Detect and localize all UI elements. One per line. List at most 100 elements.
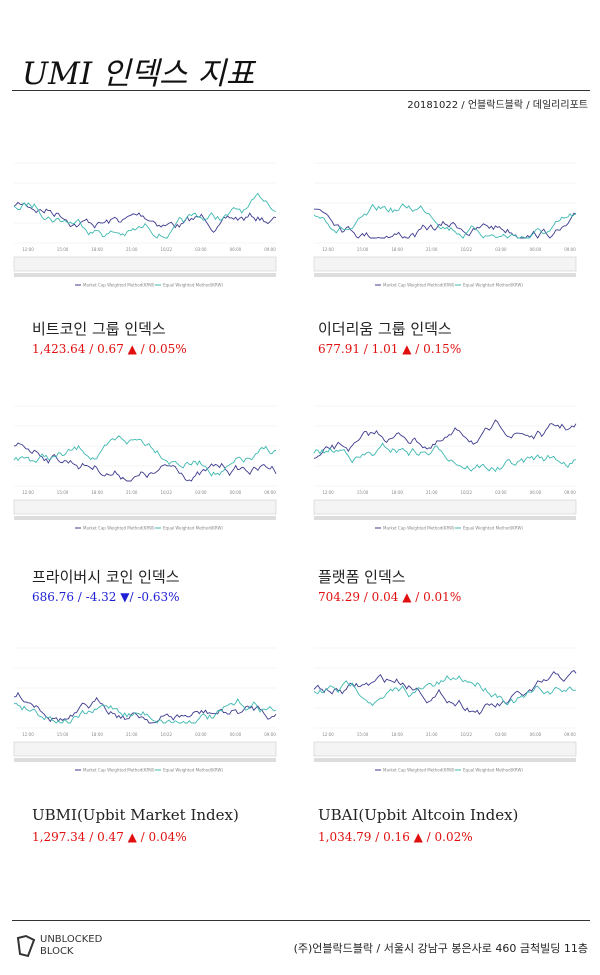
x-tick-label: 09:00 xyxy=(564,732,576,737)
scrollbar xyxy=(14,758,276,762)
decorative-line xyxy=(313,670,577,715)
logo-bottom: BLOCK xyxy=(40,946,74,957)
panel-title: UBMI(Upbit Market Index) xyxy=(32,806,239,824)
x-tick-label: 10/22 xyxy=(461,732,473,737)
x-tick-label: 18:00 xyxy=(391,490,403,495)
meta: 20181022 / 언블락드블락 / 데일리리포트 xyxy=(407,100,588,111)
x-tick-label: 03:00 xyxy=(195,247,207,252)
panel-title: UBAI(Upbit Altcoin Index) xyxy=(318,806,519,824)
chart-thumbnail: 12:00 15:00 18:00 21:00 10/22 03:00 06:00 09:00… xyxy=(13,162,277,288)
legend-label: Equal Weighted Method(KRW) xyxy=(163,283,223,288)
x-tick-label: 21:00 xyxy=(426,247,438,252)
rule xyxy=(12,920,590,921)
panel-stats: 677.91 / 1.01 ▲ / 0.15% xyxy=(318,342,462,356)
panel-stats: 1,034.79 / 0.16 ▲ / 0.02% xyxy=(318,830,473,844)
legend-label: Equal Weighted Method(KRW) xyxy=(463,768,523,773)
logo-text: UNBLOCKED BLOCK xyxy=(40,934,102,958)
x-tick-label: 09:00 xyxy=(264,732,276,737)
address: (주)언블락드블락 / 서울시 강남구 봉은사로 460 금척빌딩 11층 xyxy=(293,942,588,955)
x-tick-label: 10/22 xyxy=(461,490,473,495)
x-tick-label: 15:00 xyxy=(357,490,369,495)
navigator xyxy=(313,741,577,757)
panel-stats: 704.29 / 0.04 ▲ / 0.01% xyxy=(318,590,462,604)
x-tick-label: 12:00 xyxy=(22,732,34,737)
x-tick-label: 21:00 xyxy=(426,732,438,737)
chart-thumbnail: 12:00 15:00 18:00 21:00 10/22 03:00 06:00 09:00… xyxy=(313,162,577,288)
x-tick-label: 03:00 xyxy=(495,490,507,495)
x-tick-label: 03:00 xyxy=(195,732,207,737)
x-tick-label: 06:00 xyxy=(230,490,242,495)
x-tick-label: 10/22 xyxy=(461,247,473,252)
x-tick-label: 09:00 xyxy=(264,490,276,495)
decorative-line xyxy=(13,442,277,482)
decorative-line xyxy=(13,691,277,724)
x-tick-label: 06:00 xyxy=(530,247,542,252)
x-tick-label: 10/22 xyxy=(161,732,173,737)
x-tick-label: 10/22 xyxy=(161,490,173,495)
panel-title: 비트코인 그룹 인덱스 xyxy=(32,320,166,338)
x-tick-label: 15:00 xyxy=(357,247,369,252)
navigator xyxy=(313,499,577,515)
navigator xyxy=(313,256,577,272)
x-tick-label: 03:00 xyxy=(195,490,207,495)
chart-thumbnail: 12:00 15:00 18:00 21:00 10/22 03:00 06:00 09:00… xyxy=(13,405,277,531)
x-tick-label: 15:00 xyxy=(57,732,69,737)
panel-title: 프라이버시 코인 인덱스 xyxy=(32,568,180,586)
legend-label: Market Cap Weighted Method(KRW) xyxy=(383,526,455,531)
navigator xyxy=(13,499,277,515)
x-tick-label: 21:00 xyxy=(126,490,138,495)
x-tick-label: 06:00 xyxy=(530,732,542,737)
x-tick-label: 06:00 xyxy=(530,490,542,495)
x-tick-label: 03:00 xyxy=(495,247,507,252)
scrollbar xyxy=(314,516,576,520)
x-tick-label: 18:00 xyxy=(91,247,103,252)
x-tick-label: 18:00 xyxy=(391,732,403,737)
legend-label: Equal Weighted Method(KRW) xyxy=(463,526,523,531)
decorative-line xyxy=(313,675,577,707)
legend-label: Equal Weighted Method(KRW) xyxy=(163,768,223,773)
x-tick-label: 06:00 xyxy=(230,247,242,252)
panel-stats: 686.76 / -4.32 ▼/ -0.63% xyxy=(32,590,180,604)
logo-top: UNBLOCKED xyxy=(40,934,103,945)
panel-title: 플랫폼 인덱스 xyxy=(318,568,406,586)
logo-icon xyxy=(16,934,36,958)
chart-thumbnail: 12:00 15:00 18:00 21:00 10/22 03:00 06:00 09:00… xyxy=(13,647,277,773)
scrollbar xyxy=(314,758,576,762)
decorative-line xyxy=(13,201,277,233)
x-tick-label: 18:00 xyxy=(91,732,103,737)
panel-stats: 1,297.34 / 0.47 ▲ / 0.04% xyxy=(32,830,187,844)
panel-stats: 1,423.64 / 0.67 ▲ / 0.05% xyxy=(32,342,187,356)
decorative-line xyxy=(13,435,277,477)
legend-label: Market Cap Weighted Method(KRW) xyxy=(83,768,155,773)
x-tick-label: 12:00 xyxy=(322,732,334,737)
x-tick-label: 15:00 xyxy=(357,732,369,737)
decorative-line xyxy=(314,208,577,239)
chart-thumbnail: 12:00 15:00 18:00 21:00 10/22 03:00 06:00 09:00… xyxy=(313,405,577,531)
panel-title: 이더리움 그룹 인덱스 xyxy=(318,320,452,338)
x-tick-label: 15:00 xyxy=(57,247,69,252)
navigator xyxy=(13,741,277,757)
legend-label: Equal Weighted Method(KRW) xyxy=(163,526,223,531)
x-tick-label: 18:00 xyxy=(391,247,403,252)
x-tick-label: 12:00 xyxy=(322,247,334,252)
x-tick-label: 03:00 xyxy=(495,732,507,737)
legend-label: Market Cap Weighted Method(KRW) xyxy=(383,768,455,773)
title: UMI 인덱스 지표 xyxy=(22,56,255,92)
x-tick-label: 09:00 xyxy=(564,490,576,495)
scrollbar xyxy=(314,273,576,277)
x-tick-label: 10/22 xyxy=(161,247,173,252)
x-tick-label: 18:00 xyxy=(91,490,103,495)
legend-label: Market Cap Weighted Method(KRW) xyxy=(83,526,155,531)
legend-label: Market Cap Weighted Method(KRW) xyxy=(383,283,455,288)
x-tick-label: 12:00 xyxy=(22,247,34,252)
navigator xyxy=(13,256,277,272)
legend-label: Market Cap Weighted Method(KRW) xyxy=(83,283,155,288)
decorative-line xyxy=(13,192,277,239)
x-tick-label: 12:00 xyxy=(322,490,334,495)
decorative-line xyxy=(313,419,577,459)
x-tick-label: 21:00 xyxy=(126,732,138,737)
decorative-line xyxy=(313,442,577,473)
x-tick-label: 06:00 xyxy=(230,732,242,737)
scrollbar xyxy=(14,516,276,520)
